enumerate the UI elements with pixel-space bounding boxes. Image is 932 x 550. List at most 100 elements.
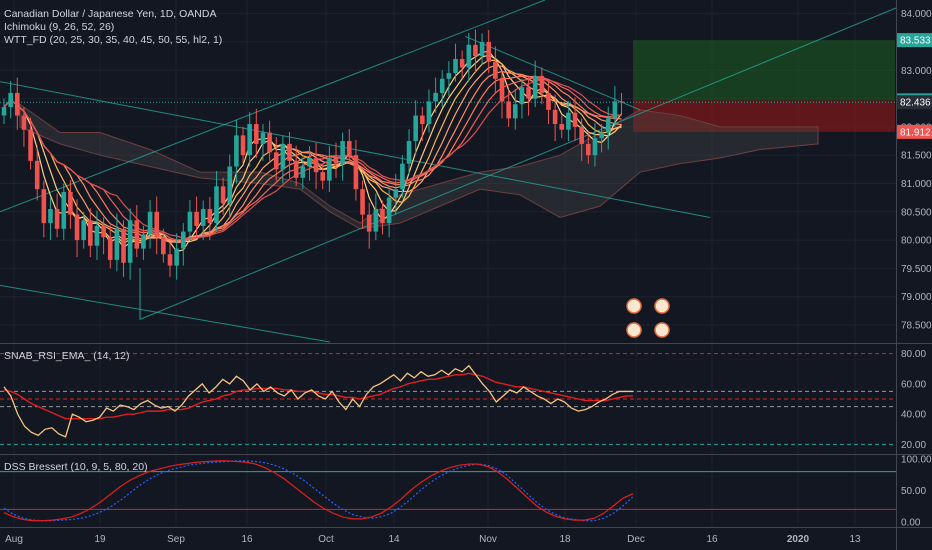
candle-body bbox=[234, 135, 239, 167]
candle-body bbox=[446, 73, 452, 79]
candle-body bbox=[88, 220, 93, 246]
time-tick-6: Nov bbox=[479, 534, 497, 545]
candle-body bbox=[619, 101, 624, 103]
main-title[interactable]: Canadian Dollar / Japanese Yen, 1D, OAND… bbox=[4, 8, 217, 20]
candle bbox=[612, 86, 618, 127]
candle bbox=[187, 199, 193, 241]
candle bbox=[526, 75, 531, 116]
candle bbox=[413, 100, 418, 156]
candle-body bbox=[532, 75, 538, 99]
candle bbox=[459, 50, 465, 79]
candle bbox=[466, 32, 472, 82]
candle bbox=[88, 208, 93, 258]
candle-body bbox=[227, 166, 233, 204]
candle-body bbox=[313, 158, 319, 173]
candle-body bbox=[546, 92, 551, 110]
candle-body bbox=[74, 214, 80, 241]
candle bbox=[559, 115, 565, 139]
dss-tick-1: 50.00 bbox=[901, 486, 926, 497]
price-label-bg-3 bbox=[897, 124, 932, 139]
price-label-0: 83.533 bbox=[900, 36, 931, 47]
candle bbox=[134, 205, 140, 258]
candle bbox=[400, 155, 405, 198]
candle bbox=[532, 60, 538, 108]
rsi-ema-line bbox=[3, 372, 633, 420]
candle bbox=[293, 145, 299, 187]
price-label-bg-2 bbox=[897, 95, 932, 110]
candle bbox=[54, 193, 60, 238]
candle-body bbox=[220, 186, 226, 204]
wtt-ribbon-5 bbox=[3, 75, 622, 243]
price-tick-6: 81.000 bbox=[901, 179, 932, 190]
candle-body bbox=[539, 75, 545, 93]
candle-body bbox=[260, 132, 266, 144]
candle-body bbox=[566, 112, 571, 130]
candle bbox=[174, 233, 179, 280]
candle-body bbox=[466, 44, 472, 68]
candle-body bbox=[21, 115, 27, 130]
candle bbox=[254, 108, 259, 159]
candle-body bbox=[386, 197, 392, 224]
candle-body bbox=[380, 208, 385, 224]
ichimoku-legend[interactable]: Ichimoku (9, 26, 52, 26) bbox=[4, 21, 115, 33]
candle-body bbox=[254, 124, 259, 144]
candle bbox=[34, 145, 40, 201]
candle bbox=[141, 225, 146, 260]
candle bbox=[8, 81, 13, 119]
candle bbox=[154, 196, 160, 255]
candle-body bbox=[287, 143, 292, 161]
candle bbox=[433, 77, 438, 113]
candle-body bbox=[187, 211, 193, 232]
rsi-legend: SNAB_RSI_EMA_ (14, 12) bbox=[4, 350, 129, 363]
candle bbox=[579, 118, 584, 161]
candle-body bbox=[592, 138, 598, 156]
candle bbox=[605, 106, 611, 150]
candle-body bbox=[599, 132, 604, 139]
event-badge-0 bbox=[626, 298, 642, 314]
rsi-title[interactable]: SNAB_RSI_EMA_ (14, 12) bbox=[4, 350, 130, 362]
candle-body bbox=[373, 208, 379, 232]
candle-body bbox=[519, 87, 525, 105]
candle bbox=[592, 122, 598, 167]
event-badge-1 bbox=[654, 298, 670, 314]
candle-body bbox=[346, 141, 352, 156]
candle-body bbox=[68, 191, 73, 215]
candle-body bbox=[114, 228, 120, 260]
candle bbox=[512, 88, 518, 130]
trend-line-3 bbox=[0, 81, 711, 218]
candle-body bbox=[426, 101, 432, 125]
dss-title[interactable]: DSS Bressert (10, 9, 5, 80, 20) bbox=[4, 461, 148, 473]
candle-body bbox=[406, 141, 412, 164]
candle-body bbox=[147, 211, 153, 235]
candle bbox=[420, 107, 425, 142]
candle-body bbox=[493, 61, 498, 79]
candle-body bbox=[61, 191, 67, 229]
candle bbox=[1, 98, 7, 125]
candle-body bbox=[499, 78, 505, 102]
candle-body bbox=[473, 44, 478, 57]
candle-body bbox=[486, 41, 492, 62]
candle-body bbox=[579, 126, 584, 144]
candle-body bbox=[8, 92, 13, 108]
candle bbox=[267, 120, 272, 161]
candle bbox=[260, 124, 266, 161]
candle-body bbox=[174, 248, 179, 266]
time-tick-3: 16 bbox=[241, 534, 253, 545]
wtt-legend[interactable]: WTT_FD (20, 25, 30, 35, 40, 45, 50, 55, … bbox=[4, 34, 223, 46]
candle-body bbox=[207, 208, 213, 224]
candle bbox=[366, 202, 372, 249]
candle bbox=[453, 43, 458, 82]
candle bbox=[194, 196, 199, 238]
candle-body bbox=[48, 208, 53, 224]
candle bbox=[313, 142, 319, 190]
candle bbox=[81, 211, 86, 249]
candle bbox=[539, 67, 545, 105]
candle-body bbox=[273, 152, 279, 170]
dss-tick-0: 100.00 bbox=[901, 455, 932, 466]
candle bbox=[74, 199, 80, 258]
rsi-tick-0: 80.00 bbox=[901, 349, 926, 360]
candle bbox=[546, 81, 551, 125]
trend-line-0 bbox=[0, 0, 546, 213]
candle bbox=[48, 197, 53, 241]
